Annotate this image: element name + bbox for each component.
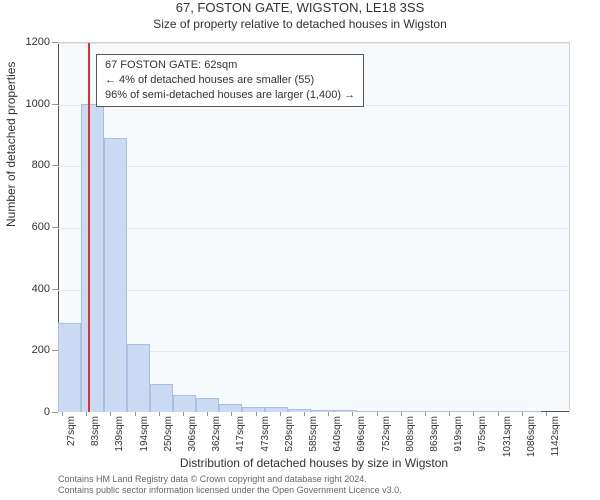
x-tick-label: 27sqm (66, 416, 77, 446)
footer: Contains HM Land Registry data © Crown c… (58, 474, 570, 496)
x-tick-label: 529sqm (284, 416, 295, 452)
footer-line1: Contains HM Land Registry data © Crown c… (58, 474, 570, 485)
x-tick-label: 975sqm (477, 416, 488, 452)
x-tick-mark (135, 412, 136, 416)
y-axis: 020040060080010001200 (0, 42, 58, 412)
y-tick-label: 600 (32, 221, 50, 233)
histogram-bar (104, 138, 127, 412)
x-axis: 27sqm 83sqm 139sqm 194sqm 250sqm 306sqm 362sqm… (58, 412, 570, 460)
grid-line (58, 43, 569, 44)
x-tick-mark (473, 412, 474, 416)
x-tick-mark (449, 412, 450, 416)
x-tick-label: 139sqm (114, 416, 125, 452)
x-tick-mark (377, 412, 378, 416)
y-tick-label: 0 (44, 406, 50, 418)
x-tick-label: 83sqm (90, 416, 101, 446)
plot-area: 67 FOSTON GATE: 62sqm ← 4% of detached h… (58, 42, 570, 412)
x-tick-mark (86, 412, 87, 416)
y-tick-label: 400 (32, 283, 50, 295)
x-tick-label: 808sqm (405, 416, 416, 452)
annotation-line1: 67 FOSTON GATE: 62sqm (105, 58, 355, 73)
y-tick-label: 800 (32, 159, 50, 171)
x-tick-label: 473sqm (260, 416, 271, 452)
x-tick-mark (207, 412, 208, 416)
x-tick-label: 1086sqm (526, 416, 537, 457)
x-tick-label: 1142sqm (550, 416, 561, 456)
x-tick-label: 417sqm (235, 416, 246, 452)
chart-subtitle: Size of property relative to detached ho… (0, 17, 600, 31)
x-tick-mark (110, 412, 111, 416)
x-tick-mark (304, 412, 305, 416)
histogram-bar (173, 395, 196, 412)
x-tick-label: 919sqm (453, 416, 464, 452)
x-tick-label: 362sqm (211, 416, 222, 452)
histogram-bar (58, 323, 81, 412)
x-tick-label: 1031sqm (502, 416, 513, 457)
chart-title: 67, FOSTON GATE, WIGSTON, LE18 3SS (0, 0, 600, 15)
annotation-box: 67 FOSTON GATE: 62sqm ← 4% of detached h… (96, 54, 364, 107)
x-tick-mark (62, 412, 63, 416)
x-tick-label: 585sqm (308, 416, 319, 452)
grid-line (58, 166, 569, 167)
x-tick-label: 640sqm (332, 416, 343, 452)
x-tick-mark (231, 412, 232, 416)
marker-line (88, 43, 90, 412)
grid-line (58, 228, 569, 229)
x-tick-label: 863sqm (429, 416, 440, 452)
y-tick-label: 1000 (26, 98, 50, 110)
x-tick-label: 696sqm (356, 416, 367, 452)
x-tick-mark (546, 412, 547, 416)
annotation-line2: ← 4% of detached houses are smaller (55) (105, 73, 355, 88)
x-tick-mark (498, 412, 499, 416)
histogram-bar (196, 398, 219, 412)
annotation-line3: 96% of semi-detached houses are larger (… (105, 88, 355, 103)
footer-line2: Contains public sector information licen… (58, 485, 570, 496)
x-tick-mark (256, 412, 257, 416)
histogram-bar (219, 404, 242, 412)
x-tick-mark (280, 412, 281, 416)
x-tick-mark (159, 412, 160, 416)
histogram-bar (150, 384, 173, 412)
x-tick-mark (352, 412, 353, 416)
x-tick-label: 306sqm (187, 416, 198, 452)
x-tick-mark (328, 412, 329, 416)
y-tick-label: 1200 (26, 36, 50, 48)
y-tick-label: 200 (32, 344, 50, 356)
x-axis-label: Distribution of detached houses by size … (58, 456, 570, 470)
x-tick-label: 752sqm (381, 416, 392, 452)
x-tick-label: 194sqm (139, 416, 150, 452)
grid-line (58, 290, 569, 291)
x-tick-mark (425, 412, 426, 416)
histogram-bar (81, 104, 104, 412)
x-tick-mark (522, 412, 523, 416)
histogram-bar (127, 344, 150, 412)
x-tick-mark (401, 412, 402, 416)
x-tick-label: 250sqm (163, 416, 174, 452)
x-tick-mark (183, 412, 184, 416)
